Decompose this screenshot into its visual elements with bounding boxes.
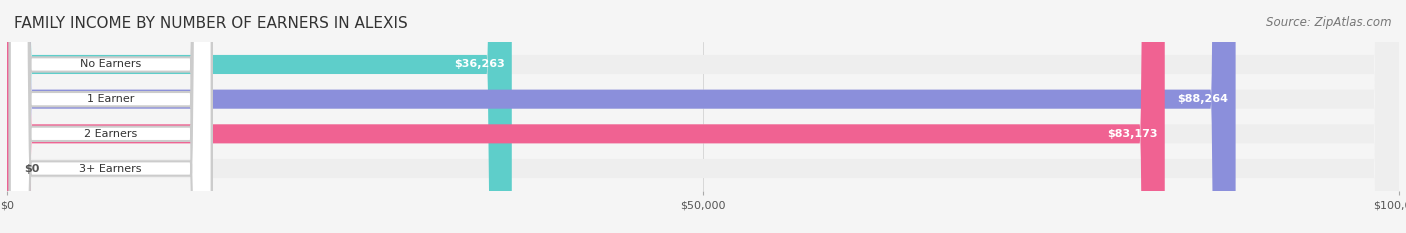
Text: $88,264: $88,264: [1178, 94, 1229, 104]
Text: $0: $0: [24, 164, 39, 174]
Text: 1 Earner: 1 Earner: [87, 94, 135, 104]
Text: No Earners: No Earners: [80, 59, 142, 69]
FancyBboxPatch shape: [10, 0, 212, 233]
FancyBboxPatch shape: [7, 0, 512, 233]
FancyBboxPatch shape: [7, 0, 1399, 233]
FancyBboxPatch shape: [10, 0, 212, 233]
Text: $83,173: $83,173: [1108, 129, 1157, 139]
FancyBboxPatch shape: [7, 0, 1164, 233]
FancyBboxPatch shape: [7, 0, 1399, 233]
Text: $36,263: $36,263: [454, 59, 505, 69]
FancyBboxPatch shape: [10, 0, 212, 233]
Text: 3+ Earners: 3+ Earners: [80, 164, 142, 174]
FancyBboxPatch shape: [7, 0, 1236, 233]
Text: Source: ZipAtlas.com: Source: ZipAtlas.com: [1267, 16, 1392, 29]
Text: 2 Earners: 2 Earners: [84, 129, 138, 139]
FancyBboxPatch shape: [7, 0, 1399, 233]
FancyBboxPatch shape: [10, 0, 212, 233]
Text: FAMILY INCOME BY NUMBER OF EARNERS IN ALEXIS: FAMILY INCOME BY NUMBER OF EARNERS IN AL…: [14, 16, 408, 31]
FancyBboxPatch shape: [7, 0, 1399, 233]
